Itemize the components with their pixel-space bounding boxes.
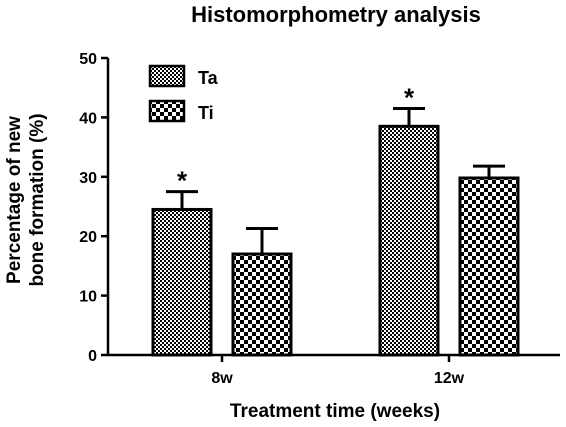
y-tick-label-5: 50 — [79, 51, 97, 68]
y-axis-label-line-2: bone formation (%) — [27, 113, 48, 286]
y-tick-label-4: 40 — [79, 110, 97, 127]
bar-Ta-8w — [151, 207, 213, 357]
bar-Ti-12w — [458, 176, 520, 357]
y-tick-label-0: 0 — [88, 348, 97, 365]
significance-marker-1: * — [404, 82, 415, 112]
legend-label-Ta: Ta — [198, 68, 219, 88]
plot-area: 0 10 20 30 40 50 8w 12w * * Ta Ti — [79, 51, 560, 387]
y-tick-label-1: 10 — [79, 289, 97, 306]
bar-Ta-12w — [378, 124, 440, 357]
bar-Ti-8w — [231, 252, 293, 357]
x-tick-label-0: 8w — [211, 370, 233, 387]
chart-title: Histomorphometry analysis — [191, 2, 481, 27]
x-axis-label: Treatment time (weeks) — [230, 401, 440, 422]
y-tick-label-3: 30 — [79, 170, 97, 187]
legend-swatch-Ta — [148, 64, 186, 88]
x-tick-label-1: 12w — [434, 370, 465, 387]
legend-label-Ti: Ti — [198, 103, 214, 123]
y-tick-label-2: 20 — [79, 229, 97, 246]
y-axis-label-line-1: Percentage of new — [4, 116, 25, 284]
legend-swatch-Ti — [148, 99, 186, 123]
significance-marker-0: * — [177, 166, 188, 196]
